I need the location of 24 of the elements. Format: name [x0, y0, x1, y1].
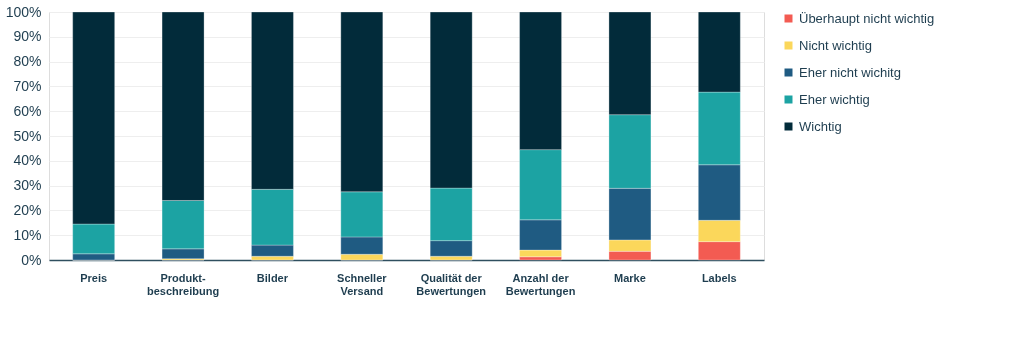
x-tick-label: Qualität der Bewertungen [416, 271, 487, 297]
y-tick-label: 40% [13, 152, 42, 169]
x-tick-label: Preis [80, 271, 108, 284]
x-tick-label: Labels [701, 271, 737, 284]
y-tick-label: 100% [5, 3, 42, 20]
legend-label: Nicht wichtig [799, 37, 872, 53]
legend-label: Eher wichtig [799, 91, 870, 107]
y-tick-label: 80% [13, 53, 42, 70]
x-tick-label: Anzahl der Bewertungen [505, 271, 576, 297]
x-tick-label: Marke [614, 271, 646, 284]
y-tick-label: 10% [13, 226, 42, 243]
legend-label: Wichtig [799, 118, 842, 134]
y-tick-label: 90% [13, 28, 42, 45]
y-tick-label: 0% [21, 251, 42, 268]
legend-label: Überhaupt nicht wichtig [799, 10, 935, 26]
x-tick-label: Bilder [256, 271, 289, 284]
y-tick-label: 20% [13, 201, 42, 218]
legend-label: Eher nicht wichitg [799, 64, 901, 80]
x-tick-label: Schneller Versand [337, 271, 388, 297]
y-tick-label: 70% [13, 77, 42, 94]
y-tick-label: 50% [13, 127, 42, 144]
x-tick-label: Produkt- beschreibung [147, 271, 220, 297]
y-tick-label: 60% [13, 102, 42, 119]
y-tick-label: 30% [13, 177, 42, 194]
